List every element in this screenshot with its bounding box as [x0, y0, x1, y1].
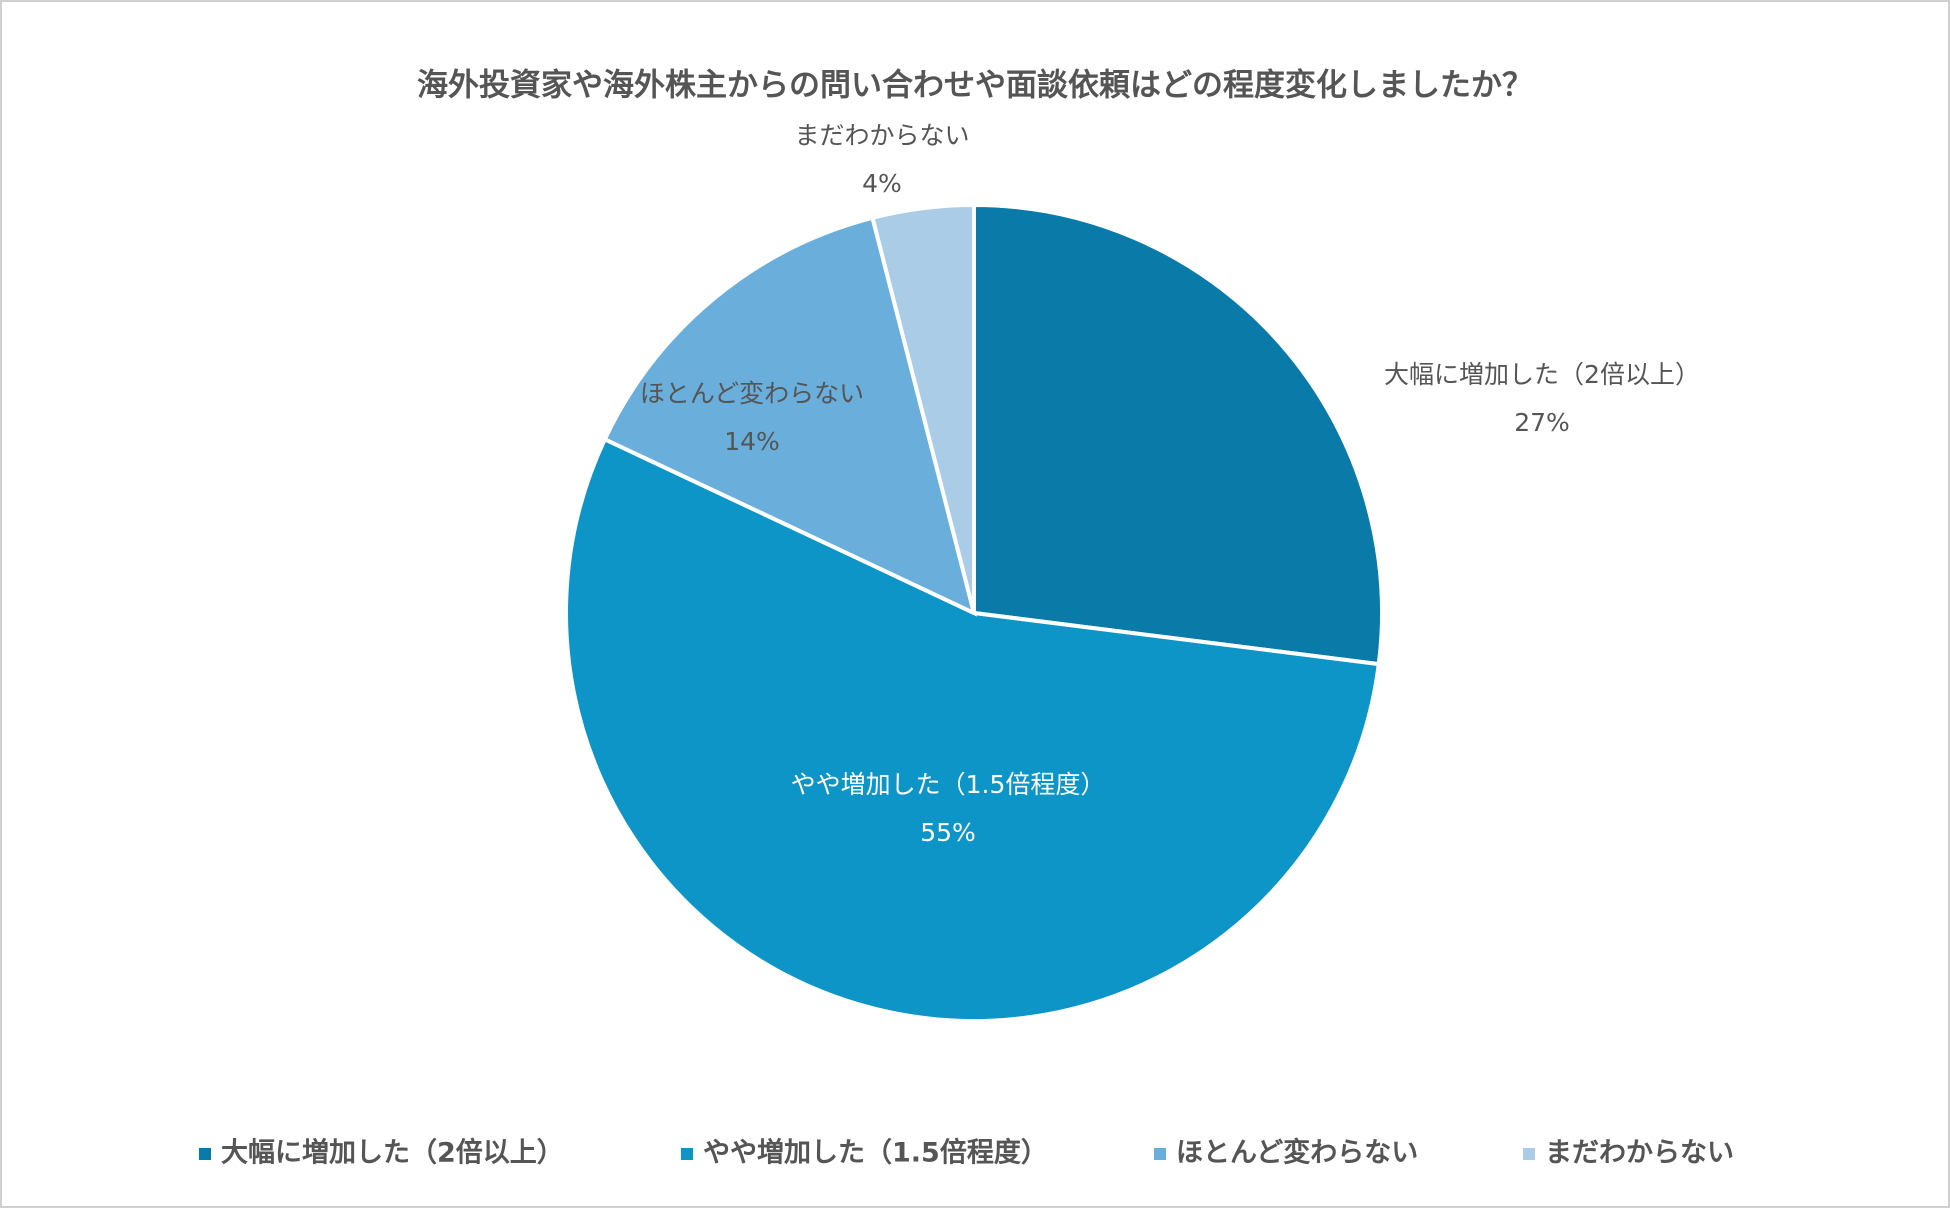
slice-value-label: 14% — [724, 427, 780, 456]
pie-slice — [870, 202, 976, 614]
slice-category-label: やや増加した（1.5倍程度） — [791, 770, 1106, 799]
legend-swatch — [199, 1148, 211, 1160]
slice-category-label: まだわからない — [794, 121, 969, 150]
slice-category-label: 大幅に増加した（2倍以上） — [1384, 360, 1700, 389]
legend-label: 大幅に増加した（2倍以上） — [221, 1137, 564, 1169]
legend-swatch — [1154, 1148, 1166, 1160]
legend-label: まだわからない — [1545, 1138, 1734, 1169]
legend-swatch — [1523, 1148, 1535, 1160]
slice-value-label: 4% — [862, 169, 902, 198]
legend-label: ほとんど変わらない — [1176, 1137, 1418, 1169]
slice-value-label: 55% — [920, 818, 976, 847]
slice-value-label: 27% — [1514, 408, 1570, 437]
legend-label: やや増加した（1.5倍程度） — [703, 1137, 1048, 1169]
pie-slice — [564, 436, 1382, 1024]
pie-slice — [602, 215, 977, 617]
pie-slice — [972, 202, 1384, 667]
legend-swatch — [681, 1148, 693, 1160]
slice-category-label: ほとんど変わらない — [640, 379, 864, 408]
chart-title: 海外投資家や海外株主からの問い合わせや面談依頼はどの程度変化しましたか？ — [417, 68, 1533, 104]
